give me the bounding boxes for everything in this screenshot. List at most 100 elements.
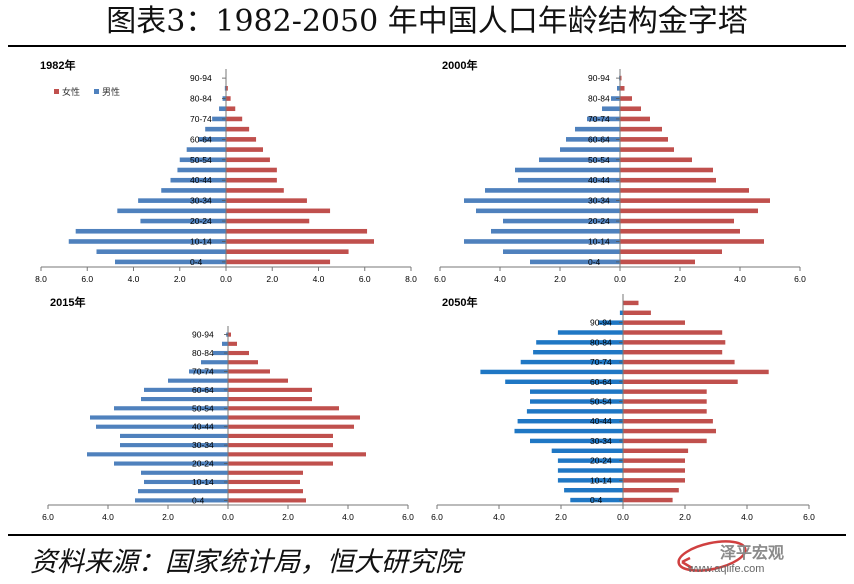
bar-female	[623, 409, 707, 414]
bar-male	[560, 147, 620, 152]
x-tick-label: 4.0	[313, 274, 325, 284]
age-tick-label: 90-94	[192, 330, 214, 340]
bar-female	[623, 468, 685, 473]
bar-female	[623, 379, 738, 385]
age-tick-label: 10-14	[588, 236, 610, 246]
bar-male	[464, 198, 620, 203]
bar-female	[228, 489, 303, 494]
bar-female	[228, 433, 333, 438]
bar-female	[226, 126, 250, 132]
x-tick-label: 0.0	[617, 512, 629, 522]
bar-male	[212, 116, 226, 122]
bar-female	[623, 399, 707, 404]
bar-male	[617, 86, 620, 91]
bar-female	[228, 350, 249, 356]
bar-female	[620, 228, 740, 234]
x-tick-label: 4.0	[102, 512, 114, 522]
x-tick-label: 2.0	[162, 512, 174, 522]
pyramid-2015: 2015年 0-4 10-14 20-24 30-34 40-44 50-54 60-64 70…	[42, 295, 414, 522]
bar-male	[530, 438, 623, 444]
bar-male	[557, 478, 623, 483]
x-tick-label: 8.0	[405, 274, 417, 284]
legend-label: 男性	[102, 86, 120, 97]
page-title: 图表3：1982-2050 年中国人口年龄结构金字塔	[106, 4, 748, 39]
bar-male	[533, 349, 623, 355]
bar-female	[623, 478, 685, 483]
bar-female	[623, 300, 639, 306]
x-tick-label: 2.0	[174, 274, 186, 284]
age-tick-label: 20-24	[590, 456, 612, 466]
bar-male	[464, 239, 620, 244]
bar-female	[226, 167, 277, 173]
bar-male	[117, 208, 226, 214]
age-tick-label: 60-64	[192, 385, 214, 395]
x-tick-label: 2.0	[679, 512, 691, 522]
age-tick-label: 80-84	[190, 94, 212, 104]
bar-female	[228, 461, 333, 466]
bar-female	[620, 218, 734, 224]
bar-female	[226, 137, 257, 142]
bar-female	[620, 198, 770, 203]
bar-female	[623, 438, 707, 444]
pyramid-2050: 2050年 0-4 10-14 20-24 30-34 40-44 50-54 60-64 70…	[431, 294, 815, 522]
bar-male	[505, 379, 623, 385]
age-tick-label: 70-74	[588, 114, 610, 124]
age-tick-label: 30-34	[590, 436, 612, 446]
x-tick-label: 0.0	[222, 512, 234, 522]
bar-male	[564, 487, 623, 493]
x-tick-label: 6.0	[81, 274, 93, 284]
bar-female	[226, 116, 243, 122]
bar-male	[530, 389, 623, 394]
age-tick-label: 70-74	[590, 357, 612, 367]
age-tick-label: 70-74	[192, 366, 214, 376]
bar-female	[228, 397, 312, 402]
bar-female	[228, 332, 231, 337]
bar-male	[96, 424, 228, 429]
age-tick-label: 60-64	[190, 134, 212, 144]
bar-female	[228, 406, 339, 411]
bar-female	[228, 341, 237, 346]
age-tick-label: 20-24	[588, 216, 610, 226]
bar-male	[144, 387, 228, 392]
bar-male	[75, 228, 226, 234]
x-tick-label: 2.0	[282, 512, 294, 522]
bar-male	[530, 399, 623, 404]
age-tick-label: 0-4	[590, 495, 603, 505]
bar-male	[222, 341, 228, 346]
bar-male	[491, 228, 620, 234]
bar-female	[620, 86, 625, 91]
bar-male	[557, 468, 623, 473]
bar-female	[228, 479, 300, 485]
bar-male	[526, 409, 623, 414]
bar-male	[575, 126, 620, 132]
bar-female	[620, 126, 662, 132]
bar-male	[138, 198, 226, 203]
bar-female	[623, 428, 716, 434]
bar-female	[620, 177, 716, 183]
age-tick-label: 40-44	[588, 175, 610, 185]
bar-male	[566, 137, 620, 142]
x-tick-label: 6.0	[402, 512, 414, 522]
x-tick-label: 6.0	[431, 512, 443, 522]
age-tick-label: 10-14	[590, 475, 612, 485]
chart-title: 1982年	[40, 58, 75, 72]
age-tick-label: 80-84	[590, 337, 612, 347]
bar-female	[226, 147, 263, 152]
bar-female	[226, 249, 349, 254]
x-tick-label: 4.0	[342, 512, 354, 522]
bar-male	[120, 443, 228, 448]
bar-female	[228, 470, 303, 475]
bar-female	[623, 458, 685, 463]
legend-label: 女性	[62, 86, 80, 97]
bar-female	[620, 137, 668, 142]
bar-male	[114, 406, 228, 411]
bar-male	[120, 433, 228, 438]
age-tick-label: 40-44	[192, 422, 214, 432]
x-tick-label: 4.0	[734, 274, 746, 284]
bar-male	[611, 96, 620, 101]
age-tick-label: 20-24	[190, 216, 212, 226]
x-tick-label: 4.0	[741, 512, 753, 522]
bar-female	[226, 228, 368, 234]
bar-male	[557, 458, 623, 463]
